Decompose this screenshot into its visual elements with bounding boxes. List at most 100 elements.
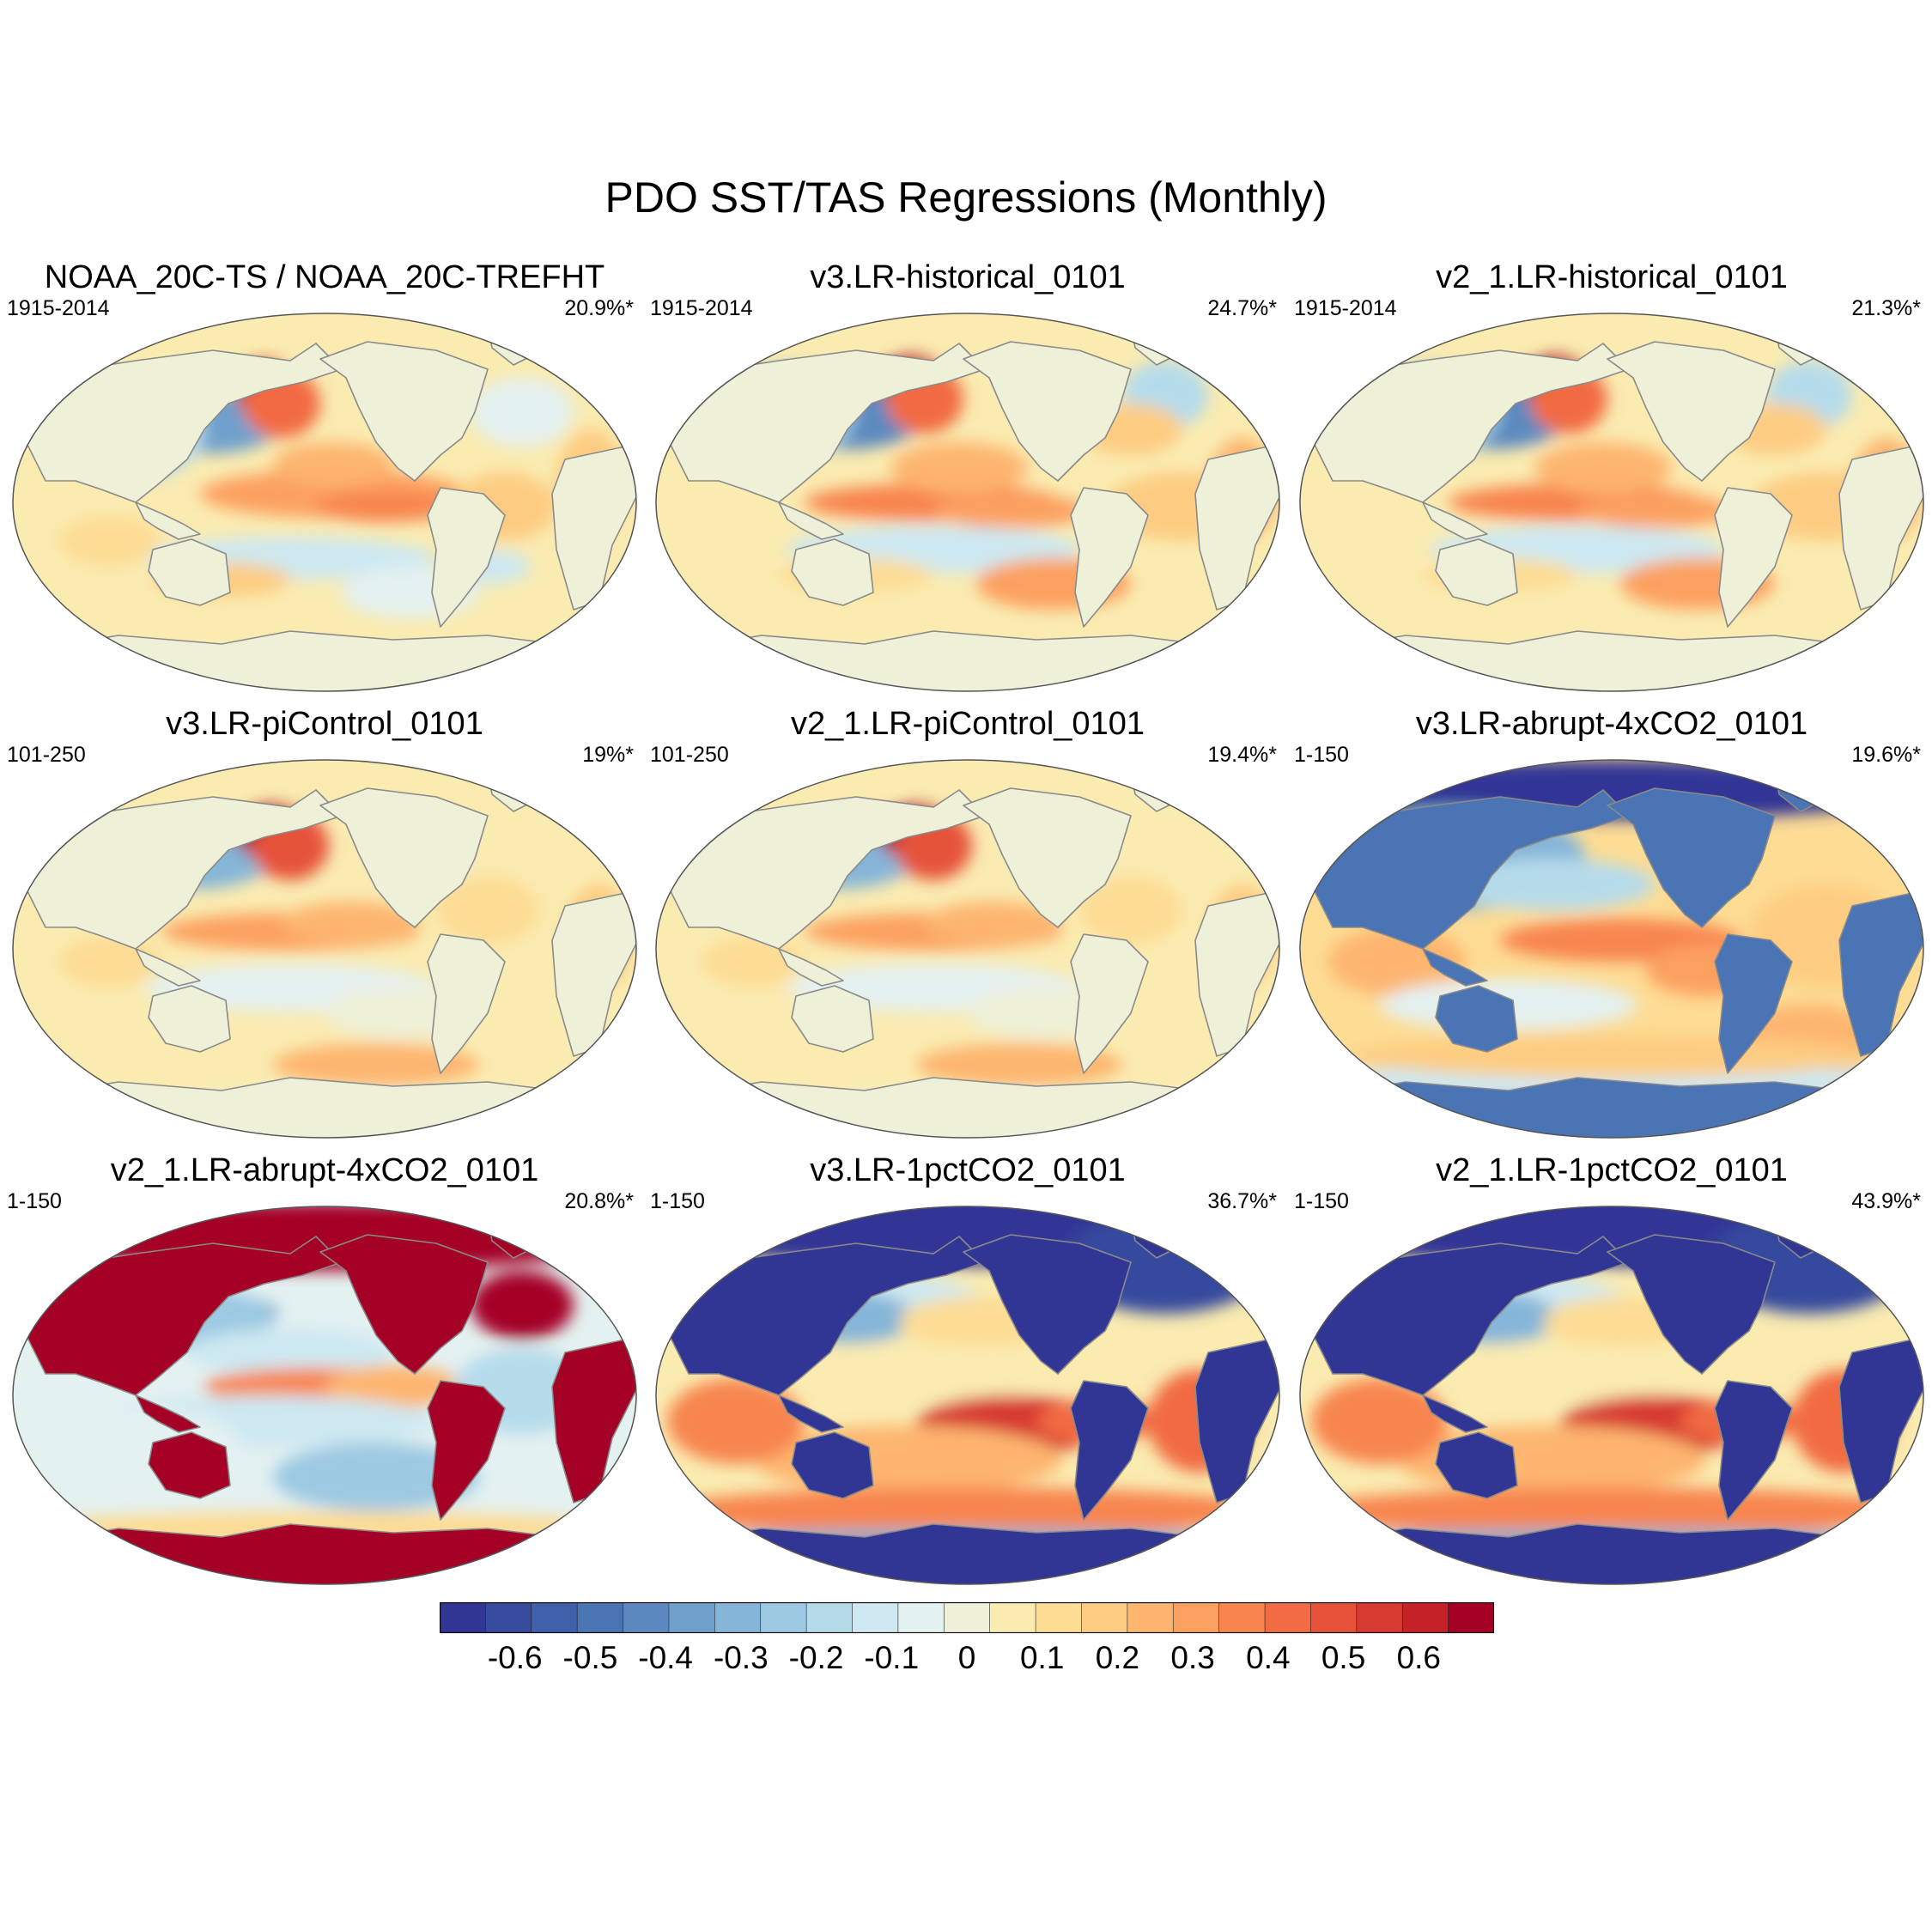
anomaly-region — [925, 902, 1062, 945]
colorbar-tick-label: -0.2 — [788, 1640, 844, 1675]
colorbar-swatch — [944, 1602, 991, 1633]
map-field — [1299, 313, 1924, 692]
colorbar-frame — [440, 1602, 1494, 1633]
panel-title: v2_1.LR-abrupt-4xCO2_0101 — [110, 1152, 539, 1188]
land-samerica — [1714, 487, 1793, 628]
anomaly-region — [916, 1043, 1122, 1086]
map-border — [12, 1206, 637, 1585]
anomaly-region — [1311, 1378, 1449, 1464]
map-border — [655, 313, 1280, 692]
map-border — [1299, 759, 1924, 1139]
land-seasia — [778, 501, 844, 540]
panel-variance: 19%* — [582, 743, 634, 767]
panel-title: NOAA_20C-TS / NOAA_20C-TREFHT — [44, 259, 605, 295]
colorbar-tick-label: 0.6 — [1396, 1640, 1441, 1675]
map-border — [12, 313, 637, 692]
land-antarctica — [683, 1077, 1235, 1138]
colorbar — [440, 1602, 1494, 1633]
anomaly-region — [659, 1487, 1277, 1535]
land-namerica — [963, 787, 1132, 928]
map-field — [1299, 1206, 1924, 1585]
colorbar-swatch — [852, 1602, 899, 1633]
panel-title: v2_1.LR-1pctCO2_0101 — [1436, 1152, 1788, 1188]
colorbar-swatch — [989, 1602, 1036, 1633]
anomaly-region — [1534, 442, 1672, 494]
colorbar-tick-label: 0.3 — [1170, 1640, 1215, 1675]
colorbar-swatch — [1264, 1602, 1312, 1633]
panel-variance: 19.6%* — [1851, 743, 1921, 767]
map-border — [1299, 313, 1924, 692]
land-seasia — [778, 1394, 844, 1433]
anomaly-region — [933, 494, 1088, 528]
panel-period: 101-250 — [650, 743, 729, 767]
anomaly-region — [58, 515, 161, 567]
land-namerica — [1607, 1234, 1776, 1375]
map-field — [1299, 759, 1924, 1139]
panel-variance: 21.3%* — [1851, 296, 1921, 320]
land-namerica — [1607, 341, 1776, 482]
land-samerica — [1714, 1380, 1793, 1521]
map-field — [12, 1206, 637, 1585]
land-australia — [791, 1431, 874, 1499]
land-seasia — [1422, 948, 1488, 987]
colorbar-swatch — [1448, 1602, 1494, 1633]
colorbar-tick-label: -0.3 — [713, 1640, 769, 1675]
land-seasia — [1422, 1394, 1488, 1433]
colorbar-swatch — [714, 1602, 762, 1633]
map-panel: NOAA_20C-TS / NOAA_20C-TREFHT 1915-2014 20… — [7, 258, 642, 704]
map-border — [655, 759, 1280, 1139]
colorbar-tick-label: 0 — [957, 1640, 976, 1675]
land-seasia — [778, 948, 844, 987]
colorbar-swatch — [1218, 1602, 1266, 1633]
land-australia — [791, 538, 874, 606]
anomaly-region — [187, 1328, 393, 1376]
colorbar-labels: -0.6 -0.5 -0.4 -0.3 -0.2 -0.1 0 0.1 0.2 0.3 0.4 0.5… — [440, 1638, 1494, 1681]
map-field — [12, 313, 637, 692]
panel-variance: 20.8%* — [564, 1189, 634, 1213]
land-namerica — [319, 1234, 489, 1375]
anomaly-region — [471, 1271, 574, 1340]
panel-title: v2_1.LR-historical_0101 — [1436, 259, 1788, 295]
colorbar-swatch — [897, 1602, 945, 1633]
land-samerica — [427, 933, 506, 1074]
land-namerica — [319, 787, 489, 928]
panel-period: 1-150 — [650, 1189, 705, 1213]
anomaly-region — [273, 1043, 479, 1086]
land-antarctica — [1327, 630, 1879, 691]
land-samerica — [427, 487, 506, 628]
colorbar-swatch — [440, 1602, 487, 1633]
colorbar-tick-label: 0.5 — [1321, 1640, 1366, 1675]
land-australia — [148, 985, 231, 1053]
land-antarctica — [40, 1077, 592, 1138]
anomaly-region — [273, 442, 393, 485]
map-panel: v2_1.LR-1pctCO2_0101 1-150 43.9%* — [1294, 1151, 1929, 1597]
map-border — [655, 1206, 1280, 1585]
colorbar-tick-label: -0.1 — [864, 1640, 920, 1675]
colorbar-swatch — [1081, 1602, 1128, 1633]
map-border — [1299, 1206, 1924, 1585]
anomaly-region — [1079, 876, 1182, 945]
panel-variance: 36.7%* — [1207, 1189, 1277, 1213]
map-panel: v3.LR-piControl_0101 101-250 19%* — [7, 704, 642, 1151]
colorbar-swatch — [531, 1602, 578, 1633]
panel-period: 1-150 — [7, 1189, 62, 1213]
anomaly-region — [471, 378, 574, 447]
land-samerica — [1070, 1380, 1149, 1521]
anomaly-region — [273, 1443, 479, 1511]
colorbar-swatch — [576, 1602, 624, 1633]
anomaly-region — [753, 1344, 1062, 1404]
colorbar-swatch — [1401, 1602, 1449, 1633]
anomaly-region — [436, 876, 539, 945]
map-panel: v3.LR-abrupt-4xCO2_0101 1-150 19.6%* — [1294, 704, 1929, 1151]
land-seasia — [135, 948, 201, 987]
colorbar-swatch — [668, 1602, 716, 1633]
panel-title: v3.LR-piControl_0101 — [166, 706, 483, 742]
panel-period: 101-250 — [7, 743, 86, 767]
land-antarctica — [1327, 1523, 1879, 1584]
map-field — [12, 759, 637, 1139]
anomaly-region — [667, 1378, 805, 1464]
map-border — [12, 759, 637, 1139]
panel-period: 1-150 — [1294, 1189, 1349, 1213]
panel-variance: 43.9%* — [1851, 1189, 1921, 1213]
land-antarctica — [683, 1523, 1235, 1584]
